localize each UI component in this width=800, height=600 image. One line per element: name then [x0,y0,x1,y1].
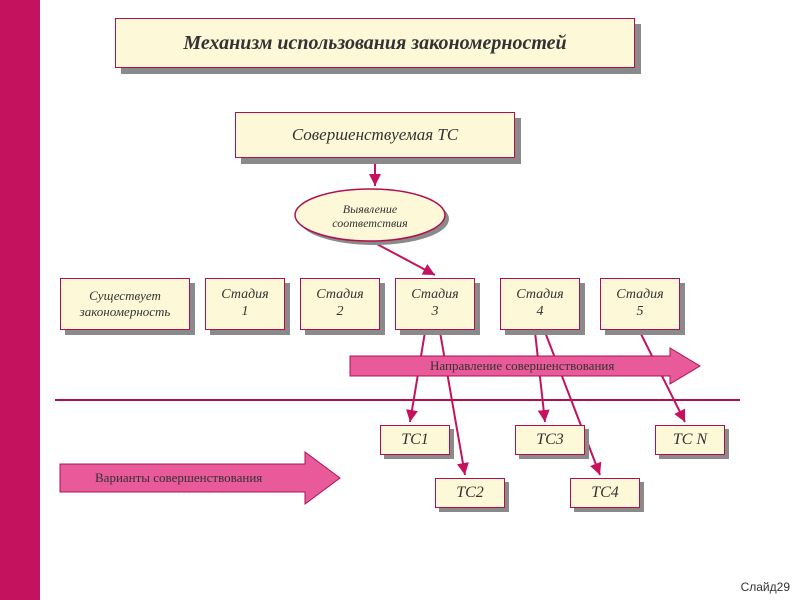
stage-num: 3 [432,304,439,321]
stage-num: 4 [537,304,544,321]
stage-label: Стадия [316,287,363,304]
tc-box-2: ТС2 [435,478,505,508]
stage-num: 1 [242,304,249,321]
direction-arrow-label: Направление совершенствования [430,358,614,374]
conn-s3-tc1 [410,332,425,422]
stage-box-5: Стадия 5 [600,278,680,330]
subtitle-text: Совершенствуемая ТС [292,125,458,145]
tc-box-1: ТС1 [380,425,450,455]
pattern-line1: Существует [89,288,161,304]
tc-label: ТС2 [456,484,484,502]
tc-box-3: ТС3 [515,425,585,455]
tc-label: ТС1 [401,431,429,449]
ellipse-line2: соответствия [332,216,408,230]
tc-label: ТС4 [591,484,619,502]
tc-box-4: ТС4 [570,478,640,508]
title-text: Механизм использования закономерностей [183,32,566,55]
slide-number: Слайд29 [741,580,790,594]
pattern-box: Существует закономерность [60,278,190,330]
tc-label: ТС N [673,431,707,449]
conn-s4-tc3 [535,332,545,422]
slide-num-text: 29 [777,580,790,594]
pattern-line2: закономерность [80,304,171,320]
ellipse-text: Выявление соответствия [310,202,430,231]
stage-label: Стадия [411,287,458,304]
stage-box-2: Стадия 2 [300,278,380,330]
ellipse-line1: Выявление [343,202,397,216]
stage-num: 5 [637,304,644,321]
subtitle-box: Совершенствуемая ТС [235,112,515,158]
variants-arrow-label: Варианты совершенствования [95,470,262,486]
stage-box-1: Стадия 1 [205,278,285,330]
stage-num: 2 [337,304,344,321]
stage-box-4: Стадия 4 [500,278,580,330]
slide-label-text: Слайд [741,580,777,594]
stage-label: Стадия [516,287,563,304]
conn-ellipse-stage [375,243,435,275]
tc-box-5: ТС N [655,425,725,455]
stage-label: Стадия [616,287,663,304]
title-box: Механизм использования закономерностей [115,18,635,68]
left-sidebar [0,0,40,600]
stage-label: Стадия [221,287,268,304]
slide-area: Механизм использования закономерностей С… [40,0,800,600]
tc-label: ТС3 [536,431,564,449]
stage-box-3: Стадия 3 [395,278,475,330]
